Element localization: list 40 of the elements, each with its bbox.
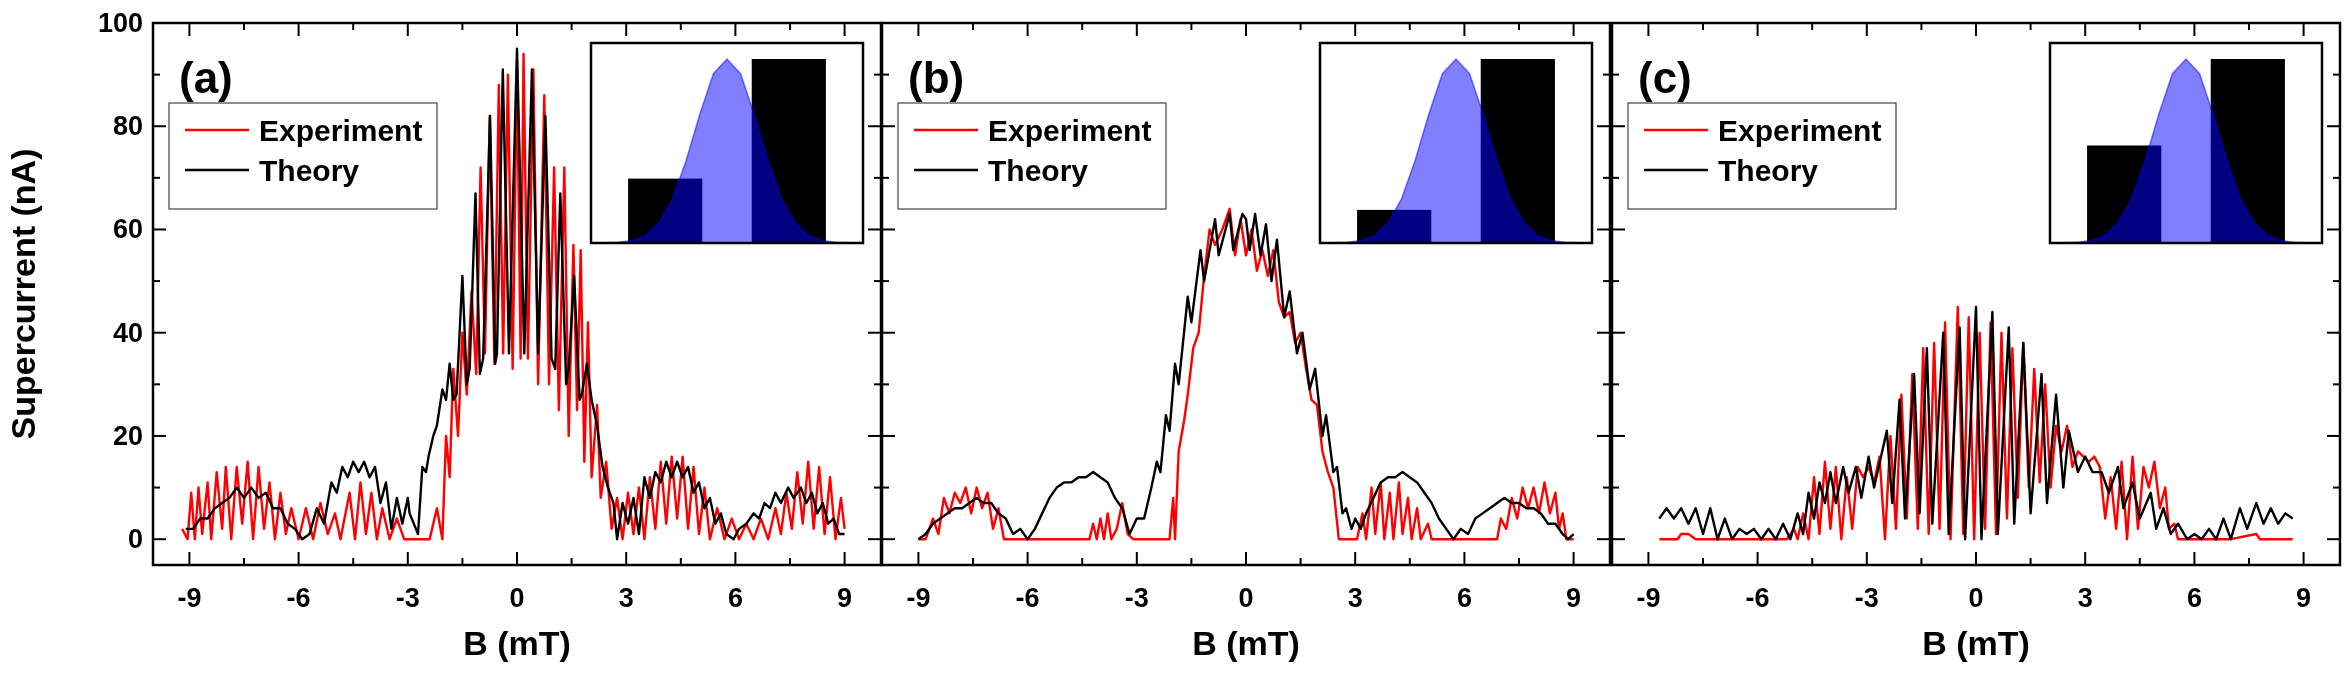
x-tick-label: -3 <box>1854 583 1879 613</box>
legend-label: Experiment <box>988 114 1152 147</box>
y-tick-label: 60 <box>112 214 143 245</box>
x-tick-label: 0 <box>1968 583 1984 613</box>
y-tick-label: 0 <box>127 524 143 555</box>
x-axis-title: B (mT) <box>1922 624 2030 662</box>
x-tick-label: -9 <box>906 583 931 613</box>
x-tick-label: 0 <box>1238 583 1254 613</box>
x-tick-label: -6 <box>286 583 311 613</box>
x-axis-title: B (mT) <box>1192 624 1300 662</box>
x-tick-label: 9 <box>837 583 853 613</box>
x-axis-title: B (mT) <box>463 624 571 662</box>
legend-label: Experiment <box>1718 114 1882 147</box>
y-tick-label: 100 <box>97 8 143 38</box>
x-tick-label: 6 <box>1456 583 1472 613</box>
x-tick-label: 3 <box>2077 583 2093 613</box>
legend-label: Theory <box>1718 154 1819 187</box>
x-tick-label: 6 <box>2186 583 2202 613</box>
x-tick-label: -6 <box>1745 583 1770 613</box>
x-tick-label: 9 <box>2296 583 2312 613</box>
x-tick-label: 6 <box>727 583 743 613</box>
y-tick-label: 40 <box>112 317 143 348</box>
y-tick-label: 80 <box>112 111 143 142</box>
x-tick-label: -3 <box>1124 583 1149 613</box>
x-tick-label: 9 <box>1566 583 1582 613</box>
text: (a) <box>179 53 233 102</box>
text: (c) <box>1638 53 1692 102</box>
legend-label: Theory <box>988 154 1089 187</box>
legend-label: Theory <box>259 154 360 187</box>
y-tick-label: 20 <box>112 420 143 451</box>
x-tick-label: 3 <box>1347 583 1363 613</box>
x-tick-label: -3 <box>395 583 420 613</box>
legend-label: Experiment <box>259 114 423 147</box>
text: (b) <box>908 53 965 102</box>
x-tick-label: -6 <box>1015 583 1040 613</box>
x-tick-label: 3 <box>618 583 634 613</box>
y-axis-title: Supercurrent (nA) <box>4 148 42 440</box>
x-tick-label: 0 <box>509 583 525 613</box>
x-tick-label: -9 <box>177 583 202 613</box>
x-tick-label: -9 <box>1636 583 1661 613</box>
